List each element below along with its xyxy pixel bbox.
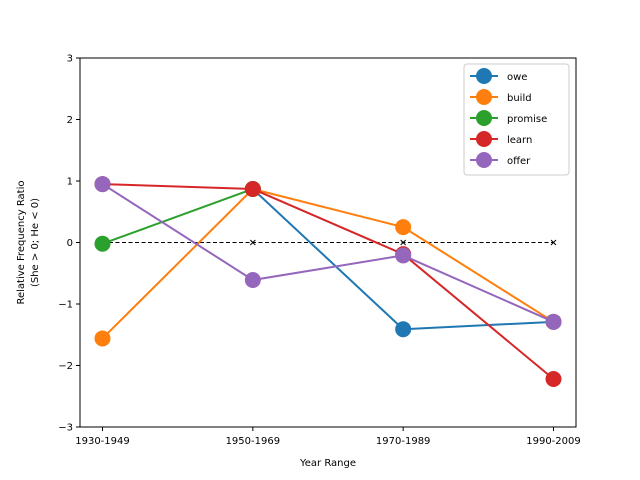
series-line-build (101, 187, 555, 340)
x-tick-label: 1950-1969 (226, 436, 281, 447)
series-line-learn (102, 183, 555, 380)
legend-marker (476, 152, 492, 168)
baseline-x-marker (400, 239, 407, 246)
data-point-build (395, 219, 412, 236)
y-axis: −3 −2 −1 0 1 2 3 (58, 54, 80, 434)
legend-label: learn (507, 135, 532, 146)
data-point-learn (244, 180, 261, 197)
data-point-offer (545, 313, 562, 330)
legend-item-offer: offer (470, 152, 531, 168)
series-line-offer (101, 183, 554, 323)
y-axis-label-line: Relative Frequency Ratio (16, 180, 27, 304)
y-tick-label: 3 (67, 54, 73, 65)
legend-item-learn: learn (470, 131, 532, 147)
legend-marker (476, 131, 492, 147)
legend-item-promise: promise (470, 110, 547, 126)
baseline-x-marker (550, 239, 557, 246)
data-point-offer (244, 272, 261, 289)
y-tick-label: −1 (58, 300, 73, 311)
data-point-promise (94, 235, 111, 252)
x-axis: 1930-1949 1950-1969 1970-1989 1990-2009 (75, 427, 581, 447)
data-point-offer (94, 176, 111, 193)
y-tick-label: 1 (67, 177, 73, 188)
legend: owe build promise learn offer (463, 63, 570, 176)
y-tick-label: 2 (67, 115, 73, 126)
legend-box (463, 63, 570, 176)
x-tick-label: 1990-2009 (526, 436, 581, 447)
legend-label: promise (507, 114, 547, 125)
legend-label: owe (507, 72, 527, 83)
x-axis-label: Year Range (299, 458, 356, 469)
legend-marker (476, 110, 492, 126)
data-point-build (94, 330, 111, 347)
y-axis-label: Relative Frequency Ratio (She > 0; He < 0… (16, 180, 41, 304)
baseline-x-marker (249, 239, 256, 246)
series-line-promise (102, 188, 254, 245)
y-tick-label: −3 (58, 423, 73, 434)
y-tick-label: 0 (67, 238, 73, 249)
y-axis-label-line: (She > 0; He < 0) (30, 198, 41, 287)
legend-item-build: build (470, 89, 532, 105)
legend-marker (476, 89, 492, 105)
legend-label: offer (507, 156, 531, 167)
series-offer (94, 176, 562, 330)
legend-label: build (507, 93, 532, 104)
legend-item-owe: owe (470, 68, 527, 84)
data-point-offer (395, 247, 412, 264)
x-tick-label: 1970-1989 (376, 436, 431, 447)
legend-marker (476, 68, 492, 84)
data-point-learn (545, 371, 562, 388)
series-layer (94, 176, 562, 388)
y-tick-label: −2 (58, 361, 73, 372)
x-tick-label: 1930-1949 (75, 436, 130, 447)
data-point-owe (395, 321, 412, 338)
